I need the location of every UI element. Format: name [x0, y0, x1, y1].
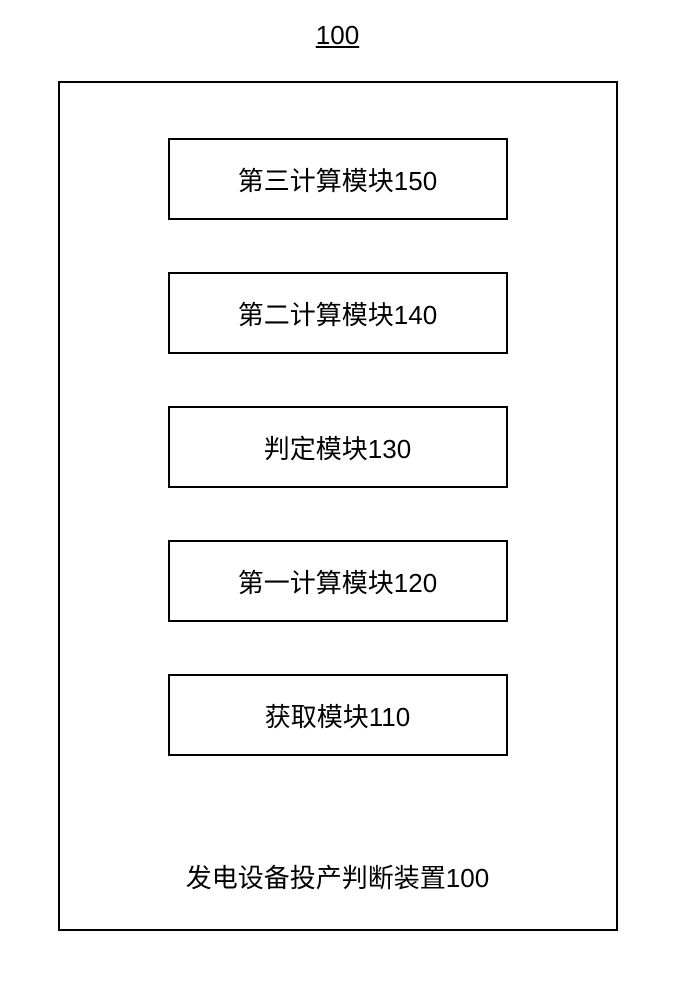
module-box-140: 第二计算模块140 [168, 272, 508, 354]
module-box-120: 第一计算模块120 [168, 540, 508, 622]
module-box-110: 获取模块110 [168, 674, 508, 756]
module-label: 第一计算模块120 [238, 563, 437, 600]
container-box: 第三计算模块150 第二计算模块140 判定模块130 第一计算模块120 获取… [58, 81, 618, 931]
module-label: 判定模块130 [264, 429, 411, 466]
module-box-150: 第三计算模块150 [168, 138, 508, 220]
module-label: 第二计算模块140 [238, 295, 437, 332]
module-box-130: 判定模块130 [168, 406, 508, 488]
module-label: 第三计算模块150 [238, 161, 437, 198]
diagram-title: 100 [0, 0, 675, 81]
module-label: 获取模块110 [265, 697, 410, 734]
container-label: 发电设备投产判断装置100 [186, 858, 489, 895]
